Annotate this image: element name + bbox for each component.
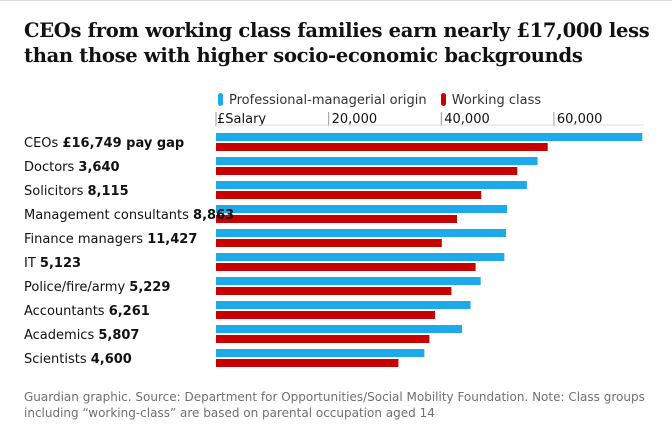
axis-unit-label: £Salary bbox=[217, 112, 266, 127]
bar-professional-8 bbox=[216, 325, 463, 333]
category-name: Police/fire/army bbox=[24, 280, 129, 295]
tick-label-1: 40,000 bbox=[444, 112, 490, 127]
bar-working-5 bbox=[216, 263, 476, 271]
bar-working-1 bbox=[216, 167, 518, 175]
source-note: Guardian graphic. Source: Department for… bbox=[24, 390, 645, 420]
category-label-2: Solicitors 8,115 bbox=[24, 184, 129, 199]
bar-working-9 bbox=[216, 359, 399, 367]
legend: Professional-managerial origin Working c… bbox=[218, 93, 551, 109]
category-label-7: Accountants 6,261 bbox=[24, 304, 150, 319]
category-gap-value: 8,115 bbox=[88, 184, 129, 199]
category-gap-value: 4,600 bbox=[91, 352, 132, 367]
category-name: Doctors bbox=[24, 160, 78, 175]
bar-working-6 bbox=[216, 287, 452, 295]
bar-professional-5 bbox=[216, 253, 505, 261]
category-name: CEOs bbox=[24, 136, 62, 151]
legend-item-working: Working class bbox=[440, 93, 542, 108]
bar-working-7 bbox=[216, 311, 436, 319]
legend-label-professional: Professional-managerial origin bbox=[229, 93, 427, 108]
bar-professional-4 bbox=[216, 229, 507, 237]
top-rule bbox=[0, 0, 672, 1]
category-gap-value: 11,427 bbox=[147, 232, 197, 247]
bar-professional-9 bbox=[216, 349, 425, 357]
legend-swatch-working bbox=[440, 93, 446, 106]
tick-label-2: 60,000 bbox=[557, 112, 603, 127]
chart-title: CEOs from working class families earn ne… bbox=[24, 19, 650, 67]
category-label-6: Police/fire/army 5,229 bbox=[24, 280, 170, 295]
category-gap-value: 6,261 bbox=[109, 304, 150, 319]
bar-professional-1 bbox=[216, 157, 538, 165]
category-gap-value: 5,229 bbox=[129, 280, 170, 295]
category-name: Accountants bbox=[24, 304, 109, 319]
category-label-3: Management consultants 8,863 bbox=[24, 208, 234, 223]
category-gap-value: 5,807 bbox=[98, 328, 139, 343]
category-gap-value: 3,640 bbox=[78, 160, 119, 175]
category-gap-value: 8,863 bbox=[193, 208, 234, 223]
bar-working-4 bbox=[216, 239, 442, 247]
category-label-5: IT 5,123 bbox=[24, 256, 81, 271]
bar-professional-0 bbox=[216, 133, 643, 141]
category-name: Scientists bbox=[24, 352, 91, 367]
category-gap-value: 5,123 bbox=[40, 256, 81, 271]
bar-working-2 bbox=[216, 191, 482, 199]
bar-working-8 bbox=[216, 335, 430, 343]
category-label-1: Doctors 3,640 bbox=[24, 160, 120, 175]
category-label-0: CEOs £16,749 pay gap bbox=[24, 136, 184, 151]
category-name: Solicitors bbox=[24, 184, 88, 199]
legend-item-professional: Professional-managerial origin bbox=[218, 93, 427, 108]
category-name: IT bbox=[24, 256, 40, 271]
bar-working-3 bbox=[216, 215, 458, 223]
legend-label-working: Working class bbox=[451, 93, 542, 108]
bar-professional-2 bbox=[216, 181, 527, 189]
category-label-4: Finance managers 11,427 bbox=[24, 232, 197, 247]
category-label-9: Scientists 4,600 bbox=[24, 352, 132, 367]
bar-working-0 bbox=[216, 143, 548, 151]
category-gap-value: £16,749 pay gap bbox=[62, 136, 184, 151]
category-name: Finance managers bbox=[24, 232, 147, 247]
category-name: Academics bbox=[24, 328, 98, 343]
bar-professional-6 bbox=[216, 277, 481, 285]
category-name: Management consultants bbox=[24, 208, 193, 223]
tick-label-0: 20,000 bbox=[332, 112, 378, 127]
category-label-8: Academics 5,807 bbox=[24, 328, 139, 343]
bar-professional-7 bbox=[216, 301, 471, 309]
bar-professional-3 bbox=[216, 205, 508, 213]
legend-swatch-professional bbox=[218, 93, 223, 106]
